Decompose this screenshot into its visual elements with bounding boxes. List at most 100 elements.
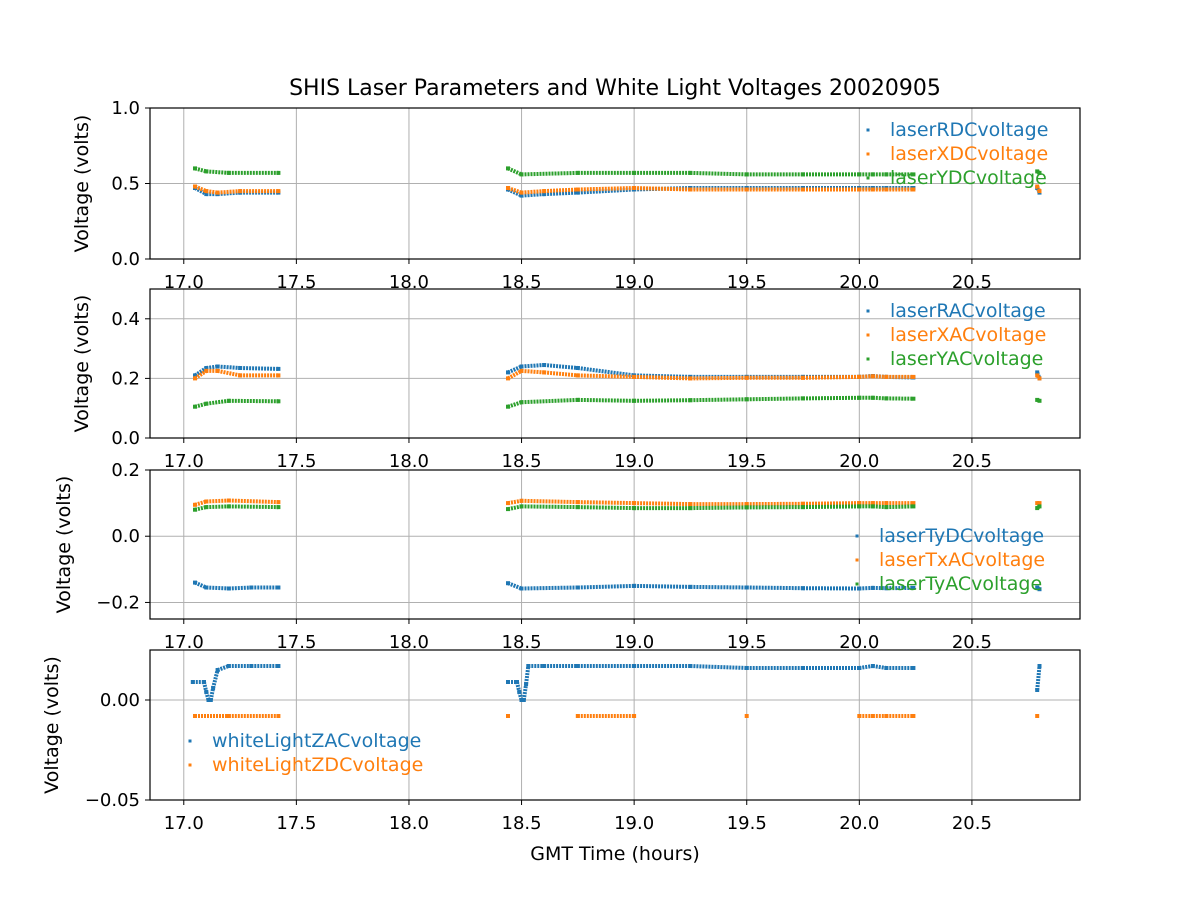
data-segment-laserXDCvoltage xyxy=(634,186,691,192)
data-point-whiteLightZACvoltage xyxy=(884,666,889,670)
y-tick-label: 0.00 xyxy=(100,690,140,711)
data-point-laserTyACvoltage xyxy=(204,505,209,510)
data-point-laserXACvoltage xyxy=(506,376,510,381)
data-segment-laserTyDCvoltage xyxy=(521,585,578,591)
legend-label-whiteLightZDCvoltage: whiteLightZDCvoltage xyxy=(212,754,423,776)
data-point-laserTxACvoltage xyxy=(870,501,875,506)
data-segment-laserTxACvoltage xyxy=(802,501,860,506)
data-point-laserTyACvoltage xyxy=(1037,504,1042,509)
data-point-laserYDCvoltage xyxy=(575,170,580,175)
data-point-laserTyACvoltage xyxy=(870,504,875,509)
data-point-whiteLightZDCvoltage xyxy=(870,714,875,718)
axes-frame xyxy=(149,649,1081,801)
data-point-laserYACvoltage xyxy=(1035,397,1040,402)
data-segment-laserRACvoltage xyxy=(217,364,241,370)
x-tick-label: 18.5 xyxy=(502,272,542,293)
data-point-laserYDCvoltage xyxy=(193,166,197,171)
data-point-whiteLightZACvoltage xyxy=(632,664,637,668)
data-point-laserYDCvoltage xyxy=(1035,169,1040,174)
data-point-laserTxACvoltage xyxy=(193,502,197,507)
data-point-laserXACvoltage xyxy=(1037,376,1042,381)
y-axis-label: Voltage (volts) xyxy=(41,656,63,794)
data-point-laserRACvoltage xyxy=(193,373,197,378)
x-tick-label: 20.5 xyxy=(952,632,992,653)
data-segment-laserXACvoltage xyxy=(217,368,241,378)
x-tick-label: 17.5 xyxy=(276,813,316,834)
data-point-laserYACvoltage xyxy=(884,396,889,401)
x-tick-label: 20.5 xyxy=(952,272,992,293)
data-point-laserTxACvoltage xyxy=(226,498,231,503)
data-point-laserXACvoltage xyxy=(688,376,693,381)
data-point-laserXDCvoltage xyxy=(688,187,693,192)
data-segment-laserTyACvoltage xyxy=(206,504,229,510)
x-tick-label: 18.5 xyxy=(502,813,542,834)
data-segment-whiteLightZACvoltage xyxy=(859,664,874,670)
data-point-laserXDCvoltage xyxy=(193,184,197,189)
data-point-whiteLightZACvoltage xyxy=(801,666,805,670)
data-point-laserTyDCvoltage xyxy=(857,586,862,591)
x-tick-label: 20.0 xyxy=(839,632,879,653)
y-tick-label: 0.0 xyxy=(111,428,140,449)
legend-marker-laserTyACvoltage xyxy=(855,582,859,586)
data-point-laserXDCvoltage xyxy=(215,190,220,195)
x-tick-label: 19.5 xyxy=(727,272,767,293)
legend-label-laserTyACvoltage: laserTyACvoltage xyxy=(879,573,1042,595)
data-segment-laserYACvoltage xyxy=(872,395,887,401)
data-point-laserXDCvoltage xyxy=(575,187,580,192)
data-point-laserTyDCvoltage xyxy=(519,586,524,591)
data-point-laserXACvoltage xyxy=(193,376,197,381)
data-point-laserYDCvoltage xyxy=(688,170,693,175)
data-point-laserYDCvoltage xyxy=(884,172,889,177)
legend-label-laserRACvoltage: laserRACvoltage xyxy=(890,300,1046,322)
x-tick-label: 18.5 xyxy=(502,632,542,653)
y-tick-label: 0.2 xyxy=(111,368,140,389)
data-point-laserTyACvoltage xyxy=(688,506,693,511)
x-tick-label: 17.0 xyxy=(164,272,204,293)
data-point-laserYACvoltage xyxy=(204,401,209,406)
data-point-whiteLightZACvoltage xyxy=(517,690,522,694)
data-segment-laserXACvoltage xyxy=(193,369,208,381)
x-tick-label: 20.0 xyxy=(839,813,879,834)
data-point-laserXDCvoltage xyxy=(1035,184,1040,189)
data-segment-laserYACvoltage xyxy=(634,398,691,403)
data-point-laserXACvoltage xyxy=(276,373,281,378)
data-segment-laserTyACvoltage xyxy=(228,504,279,510)
data-point-laserYDCvoltage xyxy=(276,170,281,175)
data-point-whiteLightZACvoltage xyxy=(506,680,510,684)
data-point-laserTyACvoltage xyxy=(911,504,916,509)
data-point-whiteLightZACvoltage xyxy=(542,664,547,668)
data-segment-laserTyDCvoltage xyxy=(577,583,635,590)
data-point-whiteLightZACvoltage xyxy=(211,686,216,690)
data-point-laserTyACvoltage xyxy=(744,505,749,510)
data-point-laserTxACvoltage xyxy=(911,501,916,506)
data-point-laserTyACvoltage xyxy=(575,505,580,510)
data-point-whiteLightZACvoltage xyxy=(276,664,281,668)
data-segment-laserTyDCvoltage xyxy=(228,585,252,591)
data-point-laserXDCvoltage xyxy=(1037,189,1042,194)
data-point-laserTyACvoltage xyxy=(857,504,862,509)
legend-marker-laserTxACvoltage xyxy=(855,558,859,562)
data-point-laserRACvoltage xyxy=(276,366,281,371)
data-point-whiteLightZDCvoltage xyxy=(911,714,916,718)
x-tick-label: 18.0 xyxy=(389,632,429,653)
data-point-whiteLightZACvoltage xyxy=(1035,688,1040,692)
data-point-laserRACvoltage xyxy=(575,366,580,370)
legend-label-whiteLightZACvoltage: whiteLightZACvoltage xyxy=(212,730,421,752)
data-segment-laserXACvoltage xyxy=(543,370,578,378)
data-point-laserXDCvoltage xyxy=(204,189,209,194)
data-segment-laserTxACvoltage xyxy=(521,498,578,505)
data-point-laserTxACvoltage xyxy=(506,501,510,506)
data-point-whiteLightZACvoltage xyxy=(208,698,213,702)
data-segment-laserXACvoltage xyxy=(577,373,635,379)
data-point-laserTyDCvoltage xyxy=(276,585,281,590)
data-point-laserXDCvoltage xyxy=(857,187,862,192)
data-segment-laserTxACvoltage xyxy=(577,500,635,506)
data-point-whiteLightZDCvoltage xyxy=(884,714,889,718)
data-point-laserTyDCvoltage xyxy=(884,586,889,591)
data-point-laserYACvoltage xyxy=(911,396,916,401)
data-segment-laserYDCvoltage xyxy=(507,166,523,177)
data-point-laserTyDCvoltage xyxy=(226,586,231,591)
data-segment-laserXACvoltage xyxy=(859,374,873,379)
data-point-laserTyACvoltage xyxy=(884,505,889,510)
data-segment-laserRDCvoltage xyxy=(521,192,545,198)
